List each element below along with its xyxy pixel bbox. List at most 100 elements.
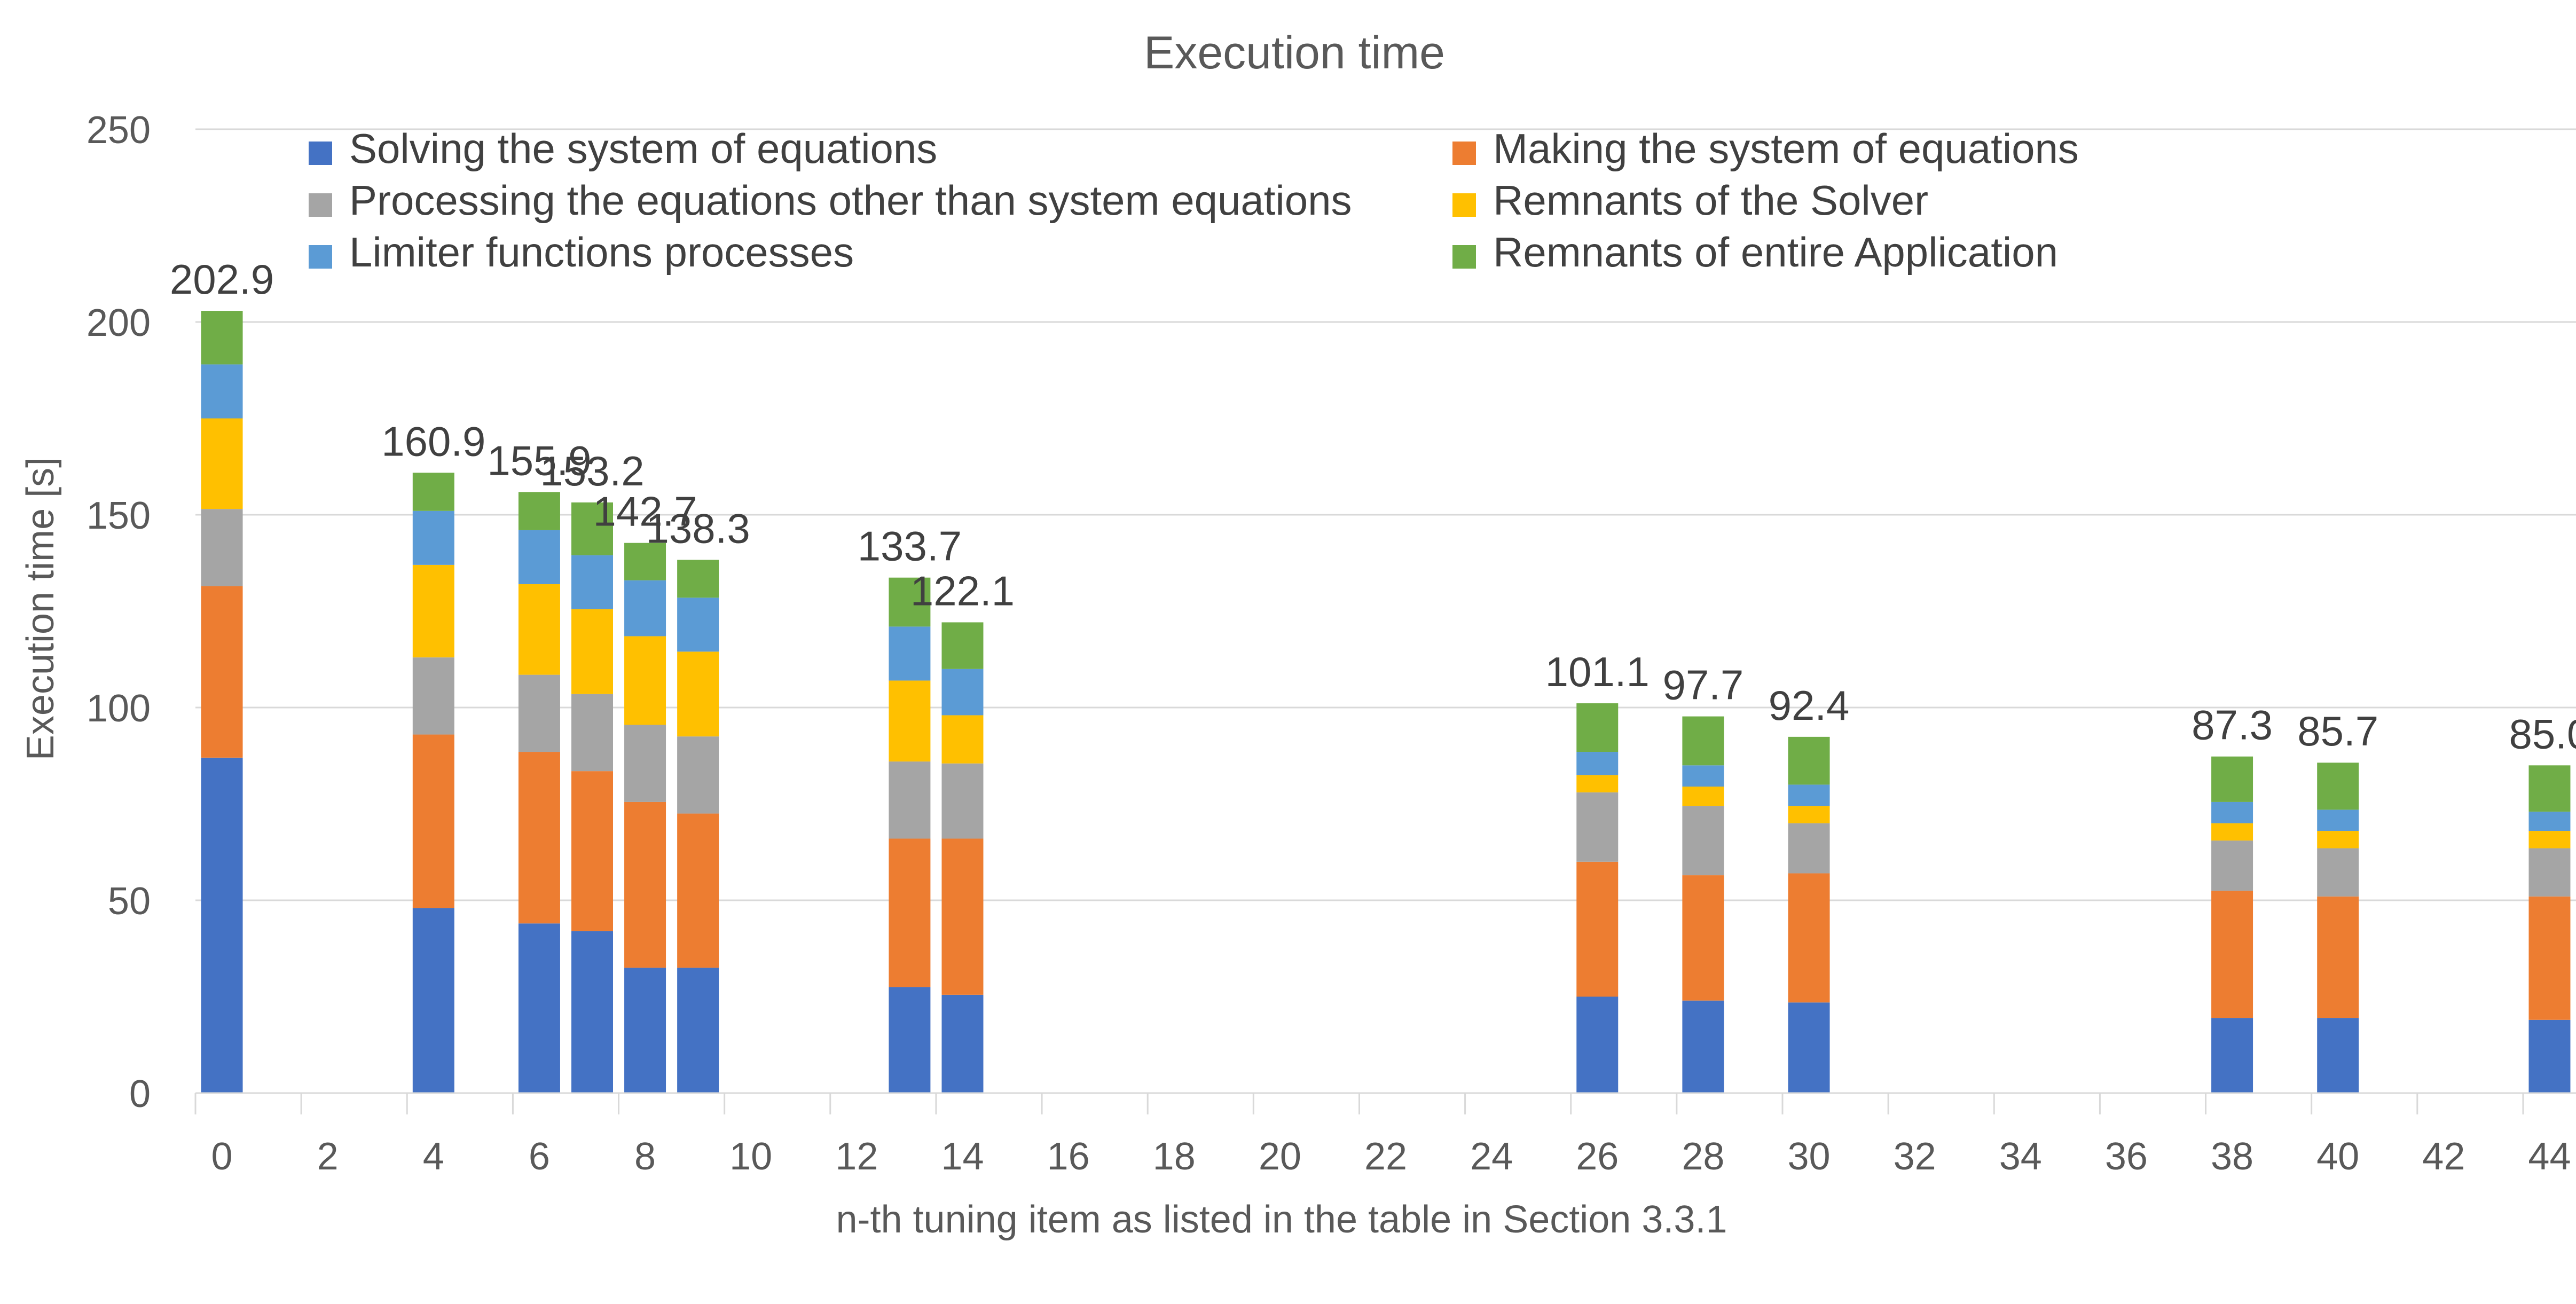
legend-swatch [309,245,332,269]
legend-label: Limiter functions processes [349,229,854,276]
bar-total-label: 138.3 [646,505,750,552]
bar-segment [1576,861,1619,997]
bar-segment [677,598,719,652]
legend-swatch [309,193,332,217]
legend-label: Remnants of the Solver [1493,177,1928,224]
bar-segment [1788,736,1830,785]
bar-segment [624,580,666,637]
bar-segment [1682,765,1724,787]
bar-segment [2317,831,2359,849]
bar-total-label: 85.0 [2509,710,2576,757]
bar-segment [2528,811,2571,831]
bar-segment [201,757,243,1093]
x-tick-label: 30 [1787,1135,1830,1178]
bar-segment [1682,1000,1724,1093]
bar-segment [889,577,931,627]
bar-segment [2528,848,2571,897]
x-tick-label: 8 [634,1135,656,1178]
bar-segment [1788,784,1830,806]
bar-segment [201,586,243,758]
bar-segment [2528,896,2571,1020]
bar-segment [941,622,984,669]
bar-segment [624,725,666,802]
bar-segment [201,418,243,509]
x-tick-label: 4 [423,1135,444,1178]
bar-total-label: 92.4 [1769,682,1850,729]
bar-segment [412,734,454,908]
bar-segment [571,931,613,1093]
bar-segment [518,674,560,752]
bar-segment [889,838,931,987]
x-tick-label: 38 [2211,1135,2253,1178]
bar-segment [677,813,719,968]
bar-segment [889,680,931,762]
bar-segment [201,509,243,586]
bar-segment [2211,1018,2253,1093]
x-tick-label: 16 [1047,1135,1090,1178]
bar-segment [889,987,931,1093]
bar-segment [1576,703,1619,752]
bar-segment [2317,763,2359,810]
bar-segment [1682,787,1724,806]
y-tick-label: 150 [87,494,151,537]
bar-segment [677,560,719,598]
bar-segment [2317,810,2359,831]
bar-total-label: 160.9 [381,418,485,465]
chart-title: Execution time [1144,27,1445,78]
bar-segment [518,923,560,1093]
bar-segment [2211,756,2253,802]
x-axis-title: n-th tuning item as listed in the table … [836,1198,1727,1241]
bar-segment [412,473,454,511]
bar-segment [624,802,666,968]
bar-segment [2317,1018,2359,1093]
bars [201,311,2571,1093]
bar-segment [2528,765,2571,812]
bar-segment [1788,873,1830,1003]
y-tick-label: 50 [108,880,151,923]
legend-swatch [1452,193,1476,217]
bar-segment [1788,806,1830,823]
bar-total-label: 97.7 [1662,662,1743,709]
y-tick-label: 0 [129,1073,151,1116]
bar-segment [2211,890,2253,1018]
bar-segment [2528,831,2571,849]
x-tick-label: 18 [1153,1135,1196,1178]
bar-segment [518,530,560,584]
bar-segment [2317,896,2359,1018]
x-tick-label: 0 [211,1135,233,1178]
bar-segment [518,492,560,530]
bar-segment [412,510,454,565]
bar-segment [412,564,454,658]
x-tick-label: 22 [1364,1135,1407,1178]
bar-segment [889,761,931,839]
y-tick-label: 100 [87,687,151,730]
x-tick-label: 2 [317,1135,339,1178]
x-tick-label: 34 [1999,1135,2042,1178]
x-tick-label: 28 [1682,1135,1724,1178]
bar-segment [2211,823,2253,841]
bar-total-label: 101.1 [1545,648,1650,695]
legend-label: Remnants of entire Application [1493,229,2058,276]
y-axis-title: Execution time [s] [19,457,62,760]
bar-segment [1576,792,1619,862]
bar-segment [941,669,984,716]
bar-segment [2317,848,2359,897]
bar-segment [2211,802,2253,823]
bar-segment [2528,1019,2571,1093]
bar-total-label: 155.9 [487,437,591,484]
bar-segment [571,502,613,555]
legend: Solving the system of equations Making th… [309,125,2079,276]
bar-segment [889,626,931,681]
bar-segment [1788,823,1830,874]
bar-segment [518,584,560,675]
bar-segment [941,763,984,839]
bar-total-label: 87.3 [2192,702,2273,749]
bar-total-label: 142.7 [593,488,697,535]
bar-segment [941,994,984,1093]
x-tick-label: 12 [835,1135,878,1178]
bar-segment [1576,996,1619,1093]
bar-total-label: 85.7 [2297,708,2378,755]
bar-total-label: 133.7 [858,523,962,570]
